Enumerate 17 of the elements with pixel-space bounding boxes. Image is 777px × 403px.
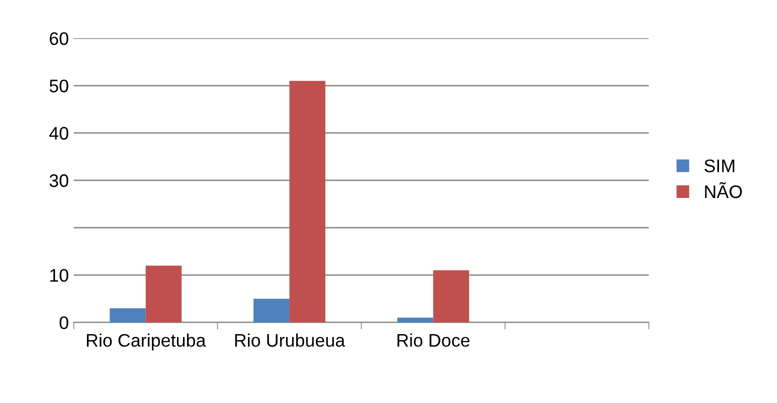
y-tick-label: 60 — [50, 32, 68, 46]
x-tick-label: Rio Caripetuba — [86, 334, 206, 350]
bar — [110, 308, 146, 322]
x-tick-label: Rio Urubueua — [235, 334, 346, 347]
bar — [146, 266, 182, 322]
bar — [289, 80, 326, 322]
y-tick-label: 10 — [50, 268, 68, 282]
y-tick-label: 30 — [50, 174, 68, 188]
bar — [253, 298, 290, 322]
y-tick-label: 50 — [50, 80, 68, 92]
legend-label: SIM — [704, 159, 734, 172]
bar — [397, 318, 434, 322]
x-tick-label: Rio Doce — [398, 334, 470, 347]
y-tick-label: 40 — [49, 126, 68, 140]
y-tick-label: 0 — [60, 316, 68, 330]
bar — [433, 270, 470, 322]
legend-label: NÃO — [705, 182, 742, 198]
